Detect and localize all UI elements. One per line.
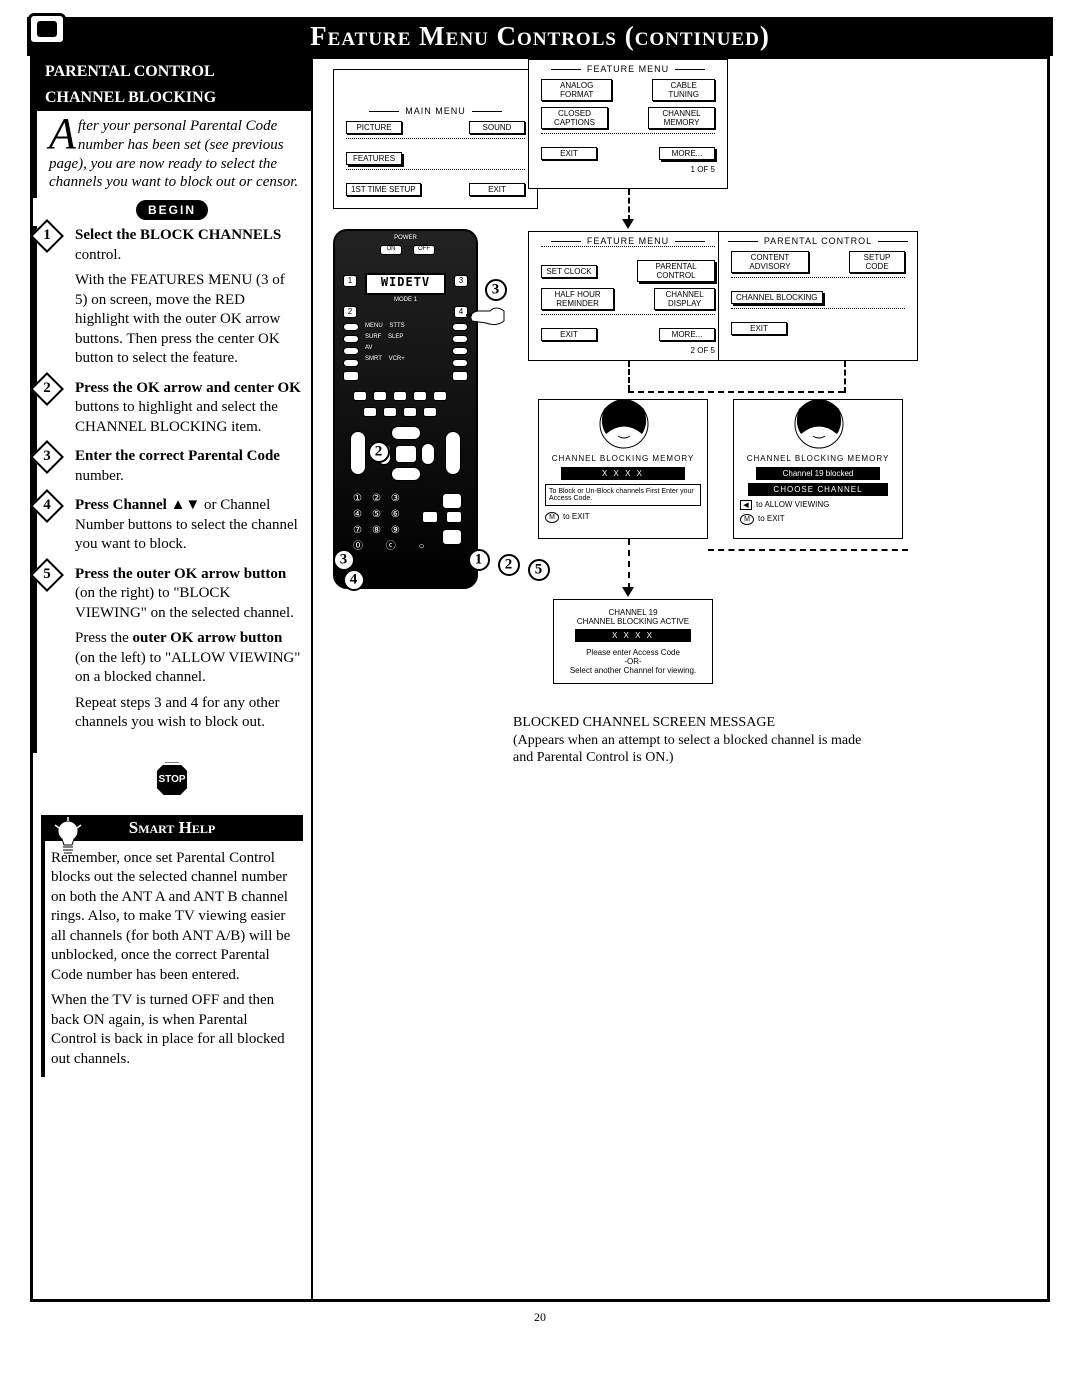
hand-pointer-icon: [466, 301, 506, 331]
page-number: 20: [30, 1310, 1050, 1325]
tv-icon: [28, 13, 66, 45]
step-2-bold: Press the OK arrow and center OK: [75, 380, 301, 396]
osd-main-menu: MAIN MENU PICTURESOUND FEATURES 1ST TIME…: [333, 69, 538, 209]
step-5-repeat: Repeat steps 3 and 4 for any other chann…: [75, 694, 301, 733]
m-icon: M: [545, 512, 559, 523]
step-4-bold: Press Channel ▲▼: [75, 497, 200, 513]
intro-text: fter your personal Parental Code number …: [49, 118, 298, 190]
remote-screen: WIDETV: [365, 273, 446, 295]
smart-help-para-2: When the TV is turned OFF and then back …: [51, 991, 297, 1069]
step-1: 1 Select the BLOCK CHANNELS control. Wit…: [45, 226, 301, 369]
face-icon: [789, 394, 849, 454]
osd-cbm-2: CHANNEL BLOCKING MEMORY Channel 19 block…: [733, 399, 903, 539]
step-3: 3 Enter the correct Parental Code number…: [45, 447, 301, 486]
step-5: 5 Press the outer OK arrow button (on th…: [45, 565, 301, 733]
osd-cbm-1: CHANNEL BLOCKING MEMORY X X X X To Block…: [538, 399, 708, 539]
step-2: 2 Press the OK arrow and center OK butto…: [45, 379, 301, 438]
step-3-bold: Enter the correct Parental Code: [75, 448, 280, 464]
lightbulb-icon: [51, 817, 85, 863]
intro-dropcap: A: [49, 117, 78, 151]
section-header-1: PARENTAL CONTROL: [33, 59, 311, 85]
step-1-bold: Select the BLOCK CHANNELS: [75, 227, 281, 243]
step-4: 4 Press Channel ▲▼ or Channel Number but…: [45, 496, 301, 555]
smart-help-para-1: Remember, once set Parental Control bloc…: [51, 850, 290, 983]
smart-help-header: Smart Help: [41, 815, 303, 841]
osd-feature-menu-2: FEATURE MENU SET CLOCKPARENTAL CONTROL H…: [528, 231, 728, 361]
section-header-2: CHANNEL BLOCKING: [33, 85, 311, 111]
page-title-bar: Feature Menu Controls (continued): [27, 17, 1053, 56]
begin-badge: BEGIN: [136, 200, 208, 220]
blocked-caption: BLOCKED CHANNEL SCREEN MESSAGE (Appears …: [513, 714, 873, 767]
step-5-bold: Press the outer OK arrow button: [75, 566, 286, 582]
stop-icon: STOP: [155, 763, 189, 797]
remote-control: POWER ON OFF WIDETV MODE 1 1 3 2 4 MENU …: [333, 229, 478, 589]
page-title: Feature Menu Controls (continued): [310, 21, 770, 51]
face-icon: [594, 394, 654, 454]
osd-feature-menu-1: FEATURE MENU ANALOG FORMATCABLE TUNING C…: [528, 59, 728, 189]
m-icon: M: [740, 514, 754, 525]
osd-parental-control: PARENTAL CONTROL CONTENT ADVISORYSETUP C…: [718, 231, 918, 361]
osd-blocked-screen: CHANNEL 19 CHANNEL BLOCKING ACTIVE X X X…: [553, 599, 713, 684]
step-1-para: With the FEATURES MENU (3 of 5) on scree…: [75, 271, 301, 369]
intro-paragraph: After your personal Parental Code number…: [33, 111, 311, 198]
